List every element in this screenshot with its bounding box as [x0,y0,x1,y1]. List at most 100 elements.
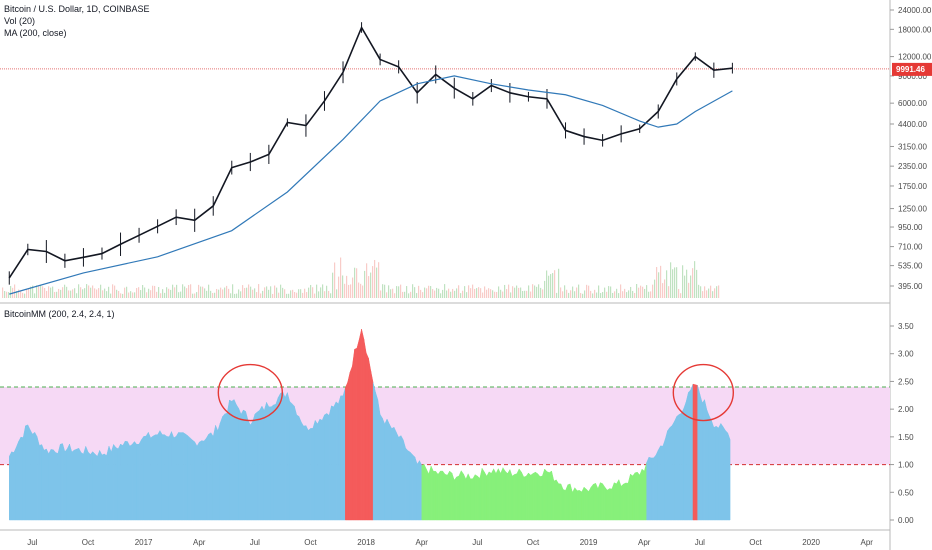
mm-area-segment [127,441,131,521]
volume-bar [156,291,158,298]
volume-bar [122,293,124,298]
volume-bar [416,293,418,298]
mm-area-segment [108,446,112,521]
price-line [8,25,733,279]
volume-bar [606,291,608,298]
mm-area-segment [664,430,668,521]
volume-bar [406,286,408,298]
volume-bar [380,290,382,298]
volume-bar [656,267,658,298]
volume-bar [196,292,198,298]
mm-area-segment [676,413,680,521]
mm-area-segment [525,472,529,521]
mm-area-segment [312,420,316,521]
volume-bar [638,287,640,298]
volume-bar [112,284,114,298]
mm-area-segment [583,486,587,521]
volume-bar [640,285,642,298]
volume-bar [36,285,38,298]
y-tick-label: 950.00 [898,223,923,232]
volume-bar [2,287,4,298]
mm-area-segment [393,427,397,521]
mm-area-segment [62,443,66,521]
volume-bar [60,289,62,298]
mm-area-segment [266,402,270,521]
volume-bar [450,291,452,298]
volume-bar [704,286,706,298]
volume-bar [202,286,204,298]
volume-bar [300,289,302,298]
mm-area-segment [697,385,701,521]
volume-bar [244,287,246,298]
mm-area-segment [57,444,61,521]
volume-bar [580,292,582,298]
volume-bar [350,284,352,298]
mm-area-segment [532,471,536,521]
mm-area-segment [463,473,467,521]
volume-bar [386,292,388,298]
volume-bar [566,289,568,298]
mm-area-segment [537,473,541,521]
mm-area-segment [164,434,168,521]
mm-area-segment [361,329,365,521]
volume-bar [472,284,474,298]
volume-bar [412,284,414,298]
volume-bar [274,285,276,298]
volume-bar [80,287,82,298]
volume-bar [400,284,402,298]
volume-bar [586,284,588,298]
mm-area-segment [433,471,436,521]
mm-area-segment [660,445,664,521]
mm-area-segment [268,406,272,521]
mm-area-segment [528,472,532,521]
volume-bar [298,289,300,298]
mm-area-segment [595,483,599,521]
volume-bar [84,288,86,298]
volume-bar [310,284,312,298]
volume-bar [348,284,350,298]
volume-bar [390,289,392,298]
mm-y-tick-label: 1.00 [898,461,914,470]
volume-bar [308,287,310,298]
mm-area-segment [352,349,355,521]
volume-bar [96,289,98,298]
mm-area-segment [574,487,578,521]
volume-bar [558,268,560,298]
volume-bar [220,287,222,298]
volume-bar [692,268,694,298]
volume-bar [598,285,600,298]
mm-area-segment [407,450,411,521]
volume-bar [560,287,562,298]
volume-bar [100,284,102,298]
mm-area-segment [340,395,344,521]
volume-bar [222,289,224,298]
mm-area-segment [206,433,209,521]
mm-area-segment [414,456,418,521]
mm-area-segment [623,482,627,521]
volume-bar [170,289,172,298]
mm-area-segment [507,468,511,521]
volume-bar [160,293,162,298]
mm-area-segment [117,444,121,521]
mm-area-segment [430,465,434,521]
volume-bar [420,289,422,298]
mm-area-segment [544,468,548,521]
mm-area-segment [328,405,332,521]
mm-area-segment [294,406,297,521]
mm-area-segment [627,474,631,521]
volume-bar [702,291,704,298]
mm-area-segment [27,424,31,521]
mm-area-segment [488,471,492,521]
volume-bar [436,287,438,298]
volume-bar [352,277,354,298]
volume-bar [666,270,668,298]
mm-area-segment [252,413,256,521]
x-tick-label: Oct [82,538,95,547]
indicator-title: BitcoinMM (200, 2.4, 2.4, 1) [4,309,115,319]
mm-area-segment [32,431,36,521]
volume-bar [672,269,674,298]
mm-area-segment [194,441,198,521]
mm-area-segment [467,473,471,521]
mm-area-segment [203,437,207,521]
volume-bar [488,288,490,298]
